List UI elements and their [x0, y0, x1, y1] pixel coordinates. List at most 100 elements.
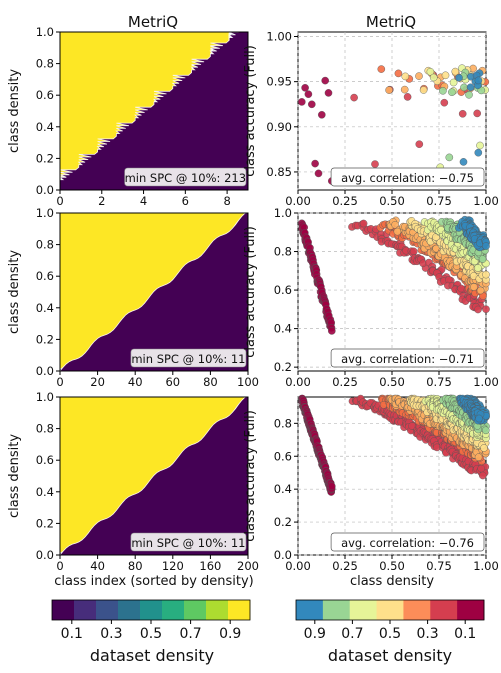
y-axis-label: class accuracy (Full): [243, 45, 258, 177]
y-tick-label: 0.6: [36, 88, 54, 102]
y-tick-label: 0.0: [36, 183, 54, 197]
colorbar-left: 0.1 0.3 0.5 0.7 0.9: [51, 599, 251, 642]
x-tick-label: 1.00: [473, 375, 499, 389]
panel-right-3: avg. correlation: −0.76 0.00 0.25 0.50 0.75 1…: [243, 394, 499, 589]
annotation: min SPC @ 10%: 213: [124, 167, 247, 187]
y-tick-label: 1.0: [36, 206, 54, 220]
annotation-text: min SPC @ 10%: 11: [131, 536, 245, 550]
scatter-point: [466, 83, 475, 92]
y-axis-label: class accuracy (Full): [243, 226, 258, 358]
scatter-point: [474, 76, 483, 85]
y-tick-label: 0.8: [36, 57, 54, 71]
y-tick-label: 0.4: [36, 120, 54, 134]
colorbar-tick-label: 0.5: [140, 626, 162, 642]
scatter-point: [317, 111, 326, 119]
x-tick-label: 0.00: [285, 194, 311, 208]
colorbar-segment: [74, 600, 97, 620]
scatter-point: [460, 83, 468, 92]
scatter-point: [480, 444, 488, 452]
scatter-point: [451, 67, 460, 76]
scatter-point: [482, 305, 490, 314]
scatter-point: [465, 91, 473, 99]
scatter-point: [426, 68, 435, 76]
scatter-point: [409, 247, 418, 256]
scatter-point: [448, 88, 456, 96]
scatter-point: [457, 284, 466, 293]
heatmap-band: [60, 213, 248, 371]
heatmap-band: [60, 397, 248, 555]
annotation-text: avg. correlation: −0.75: [341, 171, 474, 185]
x-tick-label: 0.50: [379, 559, 405, 573]
scatter-point: [478, 471, 487, 480]
annotation-text: min SPC @ 10%: 213: [125, 171, 246, 185]
scatter-point: [474, 148, 483, 157]
x-tick-label: 40: [90, 559, 105, 573]
axes-frame: [59, 31, 249, 191]
scatter-point: [307, 100, 316, 109]
y-tick-label: 0.8: [36, 238, 54, 252]
left-column-title: MetriQ: [128, 13, 178, 31]
colorbar-segment: [403, 600, 431, 620]
y-tick-label: 0.4: [36, 485, 54, 499]
colorbar-tick-label: 0.7: [179, 626, 201, 642]
colorbar-tick-label: 0.9: [219, 626, 241, 642]
heatmap-contour: [58, 31, 249, 191]
x-tick-label: 20: [90, 375, 105, 389]
colorbar-tick-label: 0.3: [416, 626, 438, 642]
x-tick-label: 80: [128, 559, 143, 573]
x-tick-label: 0.25: [332, 194, 358, 208]
colorbar-right: 0.9 0.7 0.5 0.3 0.1: [295, 599, 485, 642]
x-tick-label: 6: [182, 194, 189, 208]
colorbar-segment: [118, 600, 141, 620]
scatter-point: [458, 110, 467, 118]
scatter-point: [304, 90, 313, 98]
annotation-text: min SPC @ 10%: 11: [131, 352, 245, 366]
y-tick-label: 1.0: [274, 206, 292, 220]
y-tick-label: 0.4: [274, 322, 292, 336]
scatter-points: [297, 64, 490, 185]
colorbar-segment: [206, 600, 229, 620]
colorbar-tick-label: 0.3: [100, 626, 122, 642]
y-tick-label: 0.2: [36, 151, 54, 165]
colorbar-right-label: dataset density: [328, 646, 452, 665]
y-tick-label: 0.6: [274, 283, 292, 297]
y-tick-label: 1.0: [36, 25, 54, 39]
y-axis-label: class accuracy (Full): [243, 410, 258, 542]
y-tick-label: 0.4: [36, 301, 54, 315]
y-tick-label: 0.2: [274, 360, 292, 374]
x-tick-label: 0: [56, 194, 63, 208]
y-tick-label: 0.6: [36, 269, 54, 283]
scatter-point: [385, 86, 393, 94]
y-tick-label: 0.2: [36, 332, 54, 346]
scatter-point: [470, 283, 478, 291]
scatter-point: [476, 286, 485, 295]
x-tick-label: 120: [162, 559, 184, 573]
scatter-point: [477, 464, 486, 473]
axes-frame: [59, 396, 249, 556]
y-tick-label: 0.4: [274, 482, 292, 496]
scatter-point: [400, 85, 409, 94]
colorbar-tick-label: 0.9: [304, 626, 326, 642]
x-tick-label: 0.00: [285, 375, 311, 389]
colorbar-segment: [228, 600, 251, 620]
scatter-point: [324, 89, 333, 97]
annotation-box: [130, 532, 247, 552]
scatter-point: [301, 84, 309, 92]
colorbar-tick-label: 0.7: [341, 626, 363, 642]
y-tick-label: 0.2: [274, 515, 292, 529]
scatter-point: [445, 153, 454, 162]
colorbar-left-label: dataset density: [90, 646, 214, 665]
annotation-text: avg. correlation: −0.71: [341, 352, 474, 366]
scatter-point: [377, 65, 386, 73]
y-tick-label: 0.8: [274, 416, 292, 430]
x-tick-label: 200: [237, 559, 259, 573]
panel-right-2: avg. correlation: −0.71 0.00 0.25 0.50 0.75 1…: [243, 206, 499, 389]
colorbar-segment: [162, 600, 185, 620]
annotation-box: [130, 348, 247, 368]
scatter-point: [476, 141, 484, 150]
x-tick-label: 1.00: [473, 559, 499, 573]
colorbar-tick-label: 0.5: [379, 626, 401, 642]
x-tick-label: 0.75: [426, 194, 452, 208]
scatter-point: [321, 76, 330, 85]
scatter-point: [440, 98, 449, 107]
